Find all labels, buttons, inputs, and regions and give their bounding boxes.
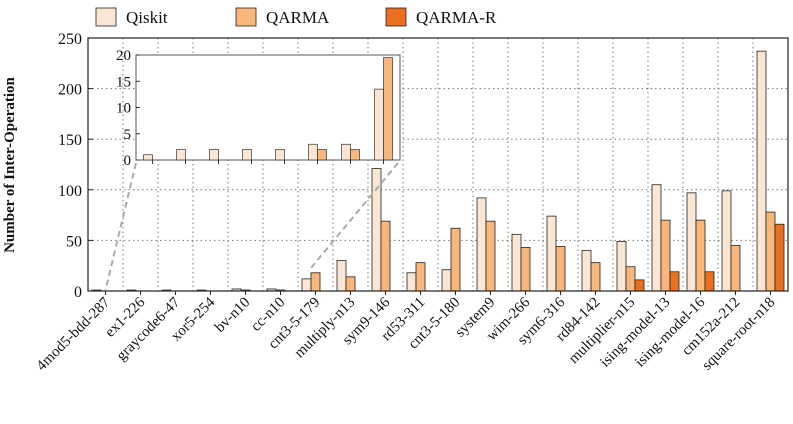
inset-bar <box>374 88 384 161</box>
bar <box>301 278 312 292</box>
bar <box>406 272 417 292</box>
legend-label: QARMA-R <box>416 8 497 27</box>
inset-frame <box>135 54 401 161</box>
y-tick-label: 250 <box>58 31 82 48</box>
inset-bar <box>350 149 360 161</box>
bar <box>476 197 487 292</box>
bar <box>485 220 496 292</box>
bar <box>310 272 321 292</box>
inset-y-tick-label: 20 <box>116 48 131 64</box>
bar <box>520 247 531 292</box>
bar <box>511 233 522 292</box>
bar <box>634 279 645 292</box>
grid <box>88 37 788 291</box>
y-tick-label: 150 <box>58 132 82 149</box>
bar <box>730 245 741 292</box>
inset-bar <box>176 149 186 161</box>
bar <box>660 219 671 292</box>
inset-y-tick-label: 10 <box>116 101 131 117</box>
inset-chart: 0 5 10 15 20 <box>104 48 401 291</box>
y-tick-label: 200 <box>58 82 82 99</box>
inset-bar <box>242 149 252 161</box>
inset-bar <box>209 149 219 161</box>
y-axis-label: Number of Inter-Operation <box>2 76 18 252</box>
legend-swatch <box>235 7 257 27</box>
x-tick-label: 4mod5-bdd-287 <box>34 294 114 374</box>
bar <box>581 250 592 292</box>
bar <box>765 211 776 292</box>
bar <box>590 262 601 292</box>
bar <box>625 266 636 292</box>
plot-frame <box>87 37 789 292</box>
bar <box>695 219 706 292</box>
legend-label: QARMA <box>266 8 330 27</box>
inset-bar <box>275 149 285 161</box>
legend: Qiskit QARMA QARMA-R <box>95 7 497 27</box>
legend-swatch <box>95 7 117 27</box>
bar <box>704 271 715 292</box>
bar <box>555 246 566 292</box>
legend-label: Qiskit <box>126 8 168 27</box>
zoom-connector <box>307 162 399 272</box>
zoom-connector <box>104 162 137 291</box>
bar <box>721 190 732 292</box>
bar <box>669 271 680 292</box>
bar <box>415 262 426 292</box>
y-tick-label: 0 <box>74 284 82 301</box>
bar <box>546 215 557 292</box>
inset-y-tick-label: 15 <box>116 74 131 90</box>
y-tick-label: 100 <box>58 183 82 200</box>
bar <box>756 50 767 292</box>
y-tick-label: 50 <box>66 233 82 250</box>
inset-y-tick-label: 5 <box>124 127 132 143</box>
bar <box>336 260 347 292</box>
inset-bar <box>317 149 327 161</box>
bar <box>371 168 382 292</box>
x-tick-label: bv-n10 <box>212 295 253 336</box>
inset-bar <box>143 154 153 161</box>
bar <box>380 220 391 292</box>
bar <box>651 184 662 292</box>
inset-y-tick-label: 0 <box>124 153 132 169</box>
legend-swatch <box>385 7 407 27</box>
inset-bar <box>341 143 351 161</box>
bar <box>345 276 356 292</box>
bar <box>450 227 461 292</box>
bar <box>774 223 785 292</box>
bar <box>686 192 697 292</box>
bar <box>616 241 627 292</box>
inset-bar <box>383 57 393 161</box>
inset-bar <box>308 143 318 161</box>
bar <box>441 269 452 292</box>
